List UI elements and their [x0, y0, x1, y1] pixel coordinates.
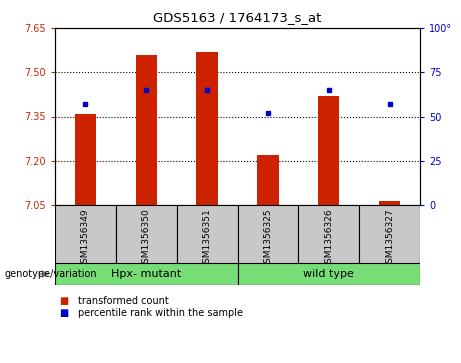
- Bar: [196, 52, 218, 205]
- Text: GSM1356326: GSM1356326: [324, 208, 333, 269]
- Text: Hpx- mutant: Hpx- mutant: [111, 269, 181, 279]
- Bar: [55, 205, 116, 263]
- Bar: [55, 263, 237, 285]
- Text: GSM1356350: GSM1356350: [142, 208, 151, 269]
- Text: ■: ■: [59, 308, 69, 318]
- Bar: [116, 205, 177, 263]
- Bar: [298, 205, 359, 263]
- Bar: [75, 114, 96, 205]
- Text: genotype/variation: genotype/variation: [5, 269, 97, 279]
- Bar: [379, 201, 400, 205]
- Bar: [359, 205, 420, 263]
- Text: percentile rank within the sample: percentile rank within the sample: [78, 308, 243, 318]
- Text: wild type: wild type: [303, 269, 354, 279]
- Bar: [237, 205, 298, 263]
- Bar: [237, 263, 420, 285]
- Bar: [177, 205, 237, 263]
- Text: GSM1356325: GSM1356325: [263, 208, 272, 269]
- Bar: [257, 155, 278, 205]
- Text: ■: ■: [59, 296, 69, 306]
- Bar: [318, 96, 339, 205]
- Title: GDS5163 / 1764173_s_at: GDS5163 / 1764173_s_at: [154, 11, 322, 24]
- Text: GSM1356351: GSM1356351: [202, 208, 212, 269]
- Text: GSM1356327: GSM1356327: [385, 208, 394, 269]
- Text: transformed count: transformed count: [78, 296, 169, 306]
- Text: GSM1356349: GSM1356349: [81, 208, 90, 269]
- Bar: [136, 54, 157, 205]
